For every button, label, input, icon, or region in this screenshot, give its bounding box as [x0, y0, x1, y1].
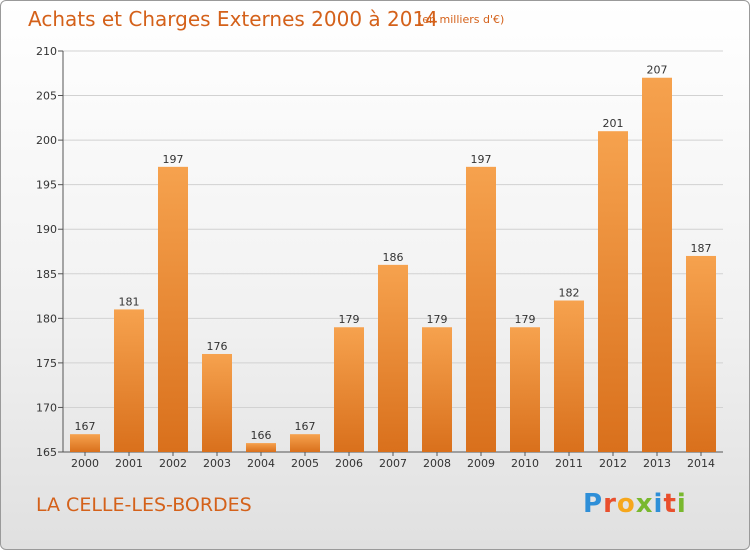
- bar: [334, 327, 364, 452]
- data-label: 176: [207, 340, 228, 353]
- logo-letter: P: [583, 489, 604, 519]
- data-label: 182: [559, 287, 580, 300]
- data-label: 186: [383, 251, 404, 264]
- logo-letter: i: [676, 489, 687, 519]
- data-label: 187: [691, 242, 712, 255]
- y-tick-label: 210: [36, 45, 57, 58]
- data-label: 167: [295, 420, 316, 433]
- data-label: 201: [603, 117, 624, 130]
- chart-title: Achats et Charges Externes 2000 à 2014: [28, 7, 438, 31]
- y-tick-label: 205: [36, 90, 57, 103]
- data-label: 166: [251, 429, 272, 442]
- logo-letter: t: [663, 489, 677, 519]
- y-tick-label: 190: [36, 223, 57, 236]
- y-tick-label: 165: [36, 446, 57, 459]
- x-tick-label: 2007: [379, 457, 407, 470]
- bar: [290, 434, 320, 452]
- logo-letter: o: [616, 489, 636, 519]
- chart-subtitle: (en milliers d'€): [418, 13, 505, 26]
- x-tick-label: 2014: [687, 457, 715, 470]
- data-label: 197: [163, 153, 184, 166]
- x-tick-label: 2009: [467, 457, 495, 470]
- x-tick-label: 2004: [247, 457, 275, 470]
- logo-letter: i: [653, 489, 664, 519]
- bar: [510, 327, 540, 452]
- place-name: LA CELLE-LES-BORDES: [36, 494, 252, 516]
- data-label: 179: [427, 313, 448, 326]
- bar: [202, 353, 232, 452]
- bar: [466, 166, 496, 452]
- bar: [554, 300, 584, 452]
- logo-letter: r: [603, 489, 617, 519]
- logo-letter: x: [635, 489, 654, 519]
- proxiti-logo: Proxiti: [583, 489, 687, 519]
- y-tick-label: 175: [36, 357, 57, 370]
- x-tick-label: 2001: [115, 457, 143, 470]
- y-tick-label: 170: [36, 401, 57, 414]
- y-tick-label: 180: [36, 312, 57, 325]
- x-tick-label: 2013: [643, 457, 671, 470]
- bar: [598, 131, 628, 452]
- x-tick-label: 2011: [555, 457, 583, 470]
- bar: [70, 434, 100, 452]
- data-label: 179: [339, 313, 360, 326]
- y-tick-label: 200: [36, 134, 57, 147]
- x-tick-label: 2010: [511, 457, 539, 470]
- data-label: 197: [471, 153, 492, 166]
- x-tick-label: 2012: [599, 457, 627, 470]
- bar: [246, 443, 276, 452]
- y-tick-label: 195: [36, 179, 57, 192]
- x-tick-label: 2006: [335, 457, 363, 470]
- x-tick-label: 2003: [203, 457, 231, 470]
- x-tick-label: 2005: [291, 457, 319, 470]
- bar: [158, 166, 188, 452]
- bar: [422, 327, 452, 452]
- x-tick-label: 2008: [423, 457, 451, 470]
- bar: [642, 77, 672, 452]
- x-tick-label: 2000: [71, 457, 99, 470]
- bar: [686, 255, 716, 452]
- bar: [378, 264, 408, 452]
- x-tick-label: 2002: [159, 457, 187, 470]
- data-label: 181: [119, 295, 140, 308]
- data-label: 167: [75, 420, 96, 433]
- bar: [114, 309, 144, 452]
- data-label: 179: [515, 313, 536, 326]
- data-label: 207: [647, 64, 668, 77]
- y-tick-label: 185: [36, 268, 57, 281]
